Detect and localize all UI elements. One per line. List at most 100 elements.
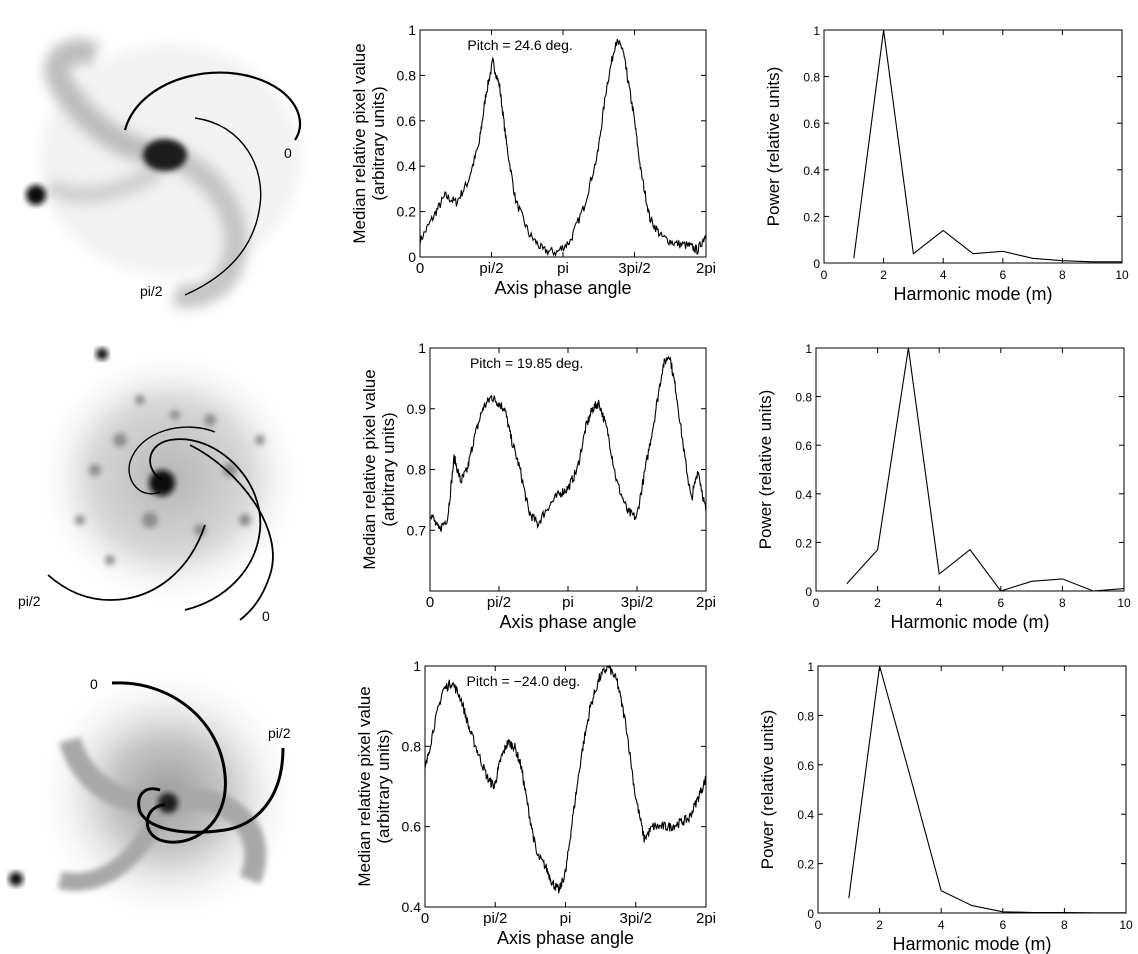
galaxy-2-star xyxy=(96,348,108,360)
galaxy-3-arm-b xyxy=(137,747,285,834)
y-tick-label: 0.8 xyxy=(803,71,820,85)
x-tick-label: 10 xyxy=(1117,596,1131,610)
plot-frame xyxy=(429,347,707,592)
galaxy-image-2: pi/2 0 xyxy=(18,348,305,624)
galaxy-2-bulge xyxy=(149,470,175,496)
x-tick-label: 0 xyxy=(426,594,434,611)
x-tick-label: pi xyxy=(557,260,569,277)
galaxy-2-label-pi-half: pi/2 xyxy=(18,593,41,609)
galaxy-1-star xyxy=(26,185,46,205)
y-tick-label: 0.6 xyxy=(397,113,417,129)
y-tick-label: 0.6 xyxy=(803,117,820,131)
galaxy-3-arms-light xyxy=(57,736,267,891)
galaxy-2-knots xyxy=(75,395,265,565)
y-tick-label: 1 xyxy=(408,22,416,38)
x-tick-label: 2pi xyxy=(696,594,716,611)
x-tick-label: 0 xyxy=(815,918,822,932)
y-tick-label: 0 xyxy=(408,249,416,265)
y-axis-label: (arbitrary units) xyxy=(369,86,388,200)
x-tick-label: 2pi xyxy=(696,910,716,927)
plot-frame xyxy=(817,665,1127,914)
x-tick-label: 2 xyxy=(880,268,887,282)
y-tick-label: 0.6 xyxy=(795,439,812,453)
x-tick-label: pi xyxy=(560,910,572,927)
galaxy-3-star xyxy=(9,872,23,886)
x-tick-label: 0 xyxy=(821,268,828,282)
galaxy-3-label-zero: 0 xyxy=(90,676,98,692)
x-axis-label: Harmonic mode (m) xyxy=(890,612,1049,632)
galaxy-3-bulge xyxy=(158,793,178,813)
plot-frame xyxy=(419,29,707,258)
phase-plot-2: 0 pi/2 pi 3pi/2 2pi 0.7 0.8 0.9 1 Axis phase angl… xyxy=(360,340,716,632)
x-tick-label: 8 xyxy=(1061,918,1068,932)
y-tick-label: 0.2 xyxy=(803,210,820,224)
x-tick-label: 0 xyxy=(416,260,424,277)
galaxy-2-arm-d xyxy=(47,524,206,601)
y-tick-label: 0.2 xyxy=(795,536,812,550)
plot-frame xyxy=(823,29,1123,264)
x-tick-label: 6 xyxy=(999,268,1006,282)
x-tick-label: 8 xyxy=(1059,268,1066,282)
harmonic-plot-2: 0 2 4 6 8 10 0 0.2 0.4 0.6 0.8 1 Harmonic mode (m) Po… xyxy=(756,342,1131,632)
x-tick-label: 3pi/2 xyxy=(618,260,651,277)
y-tick-label: 1 xyxy=(418,340,426,356)
harmonic-plot-3: 0 2 4 6 8 10 0 0.2 0.4 0.6 0.8 1 Harmonic mode (m) Po… xyxy=(758,660,1133,954)
pitch-annotation: Pitch = 24.6 deg. xyxy=(467,37,572,53)
y-tick-label: 0 xyxy=(805,585,812,599)
x-tick-label: pi/2 xyxy=(479,260,503,277)
series-line xyxy=(429,355,707,532)
x-tick-label: 4 xyxy=(938,918,945,932)
y-axis-label: Median relative pixel value xyxy=(355,686,374,886)
x-tick-label: 6 xyxy=(997,596,1004,610)
x-tick-label: 0 xyxy=(813,596,820,610)
y-tick-label: 0.4 xyxy=(803,164,820,178)
galaxy-3-label-pi-half: pi/2 xyxy=(268,725,291,741)
y-tick-label: 0.6 xyxy=(402,819,422,835)
galaxy-2-arm-a xyxy=(149,438,262,611)
galaxy-2-arm-b xyxy=(128,426,216,495)
x-tick-label: 4 xyxy=(940,268,947,282)
harmonic-plot-1: 0 2 4 6 8 10 0 0.2 0.4 0.6 0.8 1 Harmonic mode (m) Po… xyxy=(764,24,1129,304)
series-line xyxy=(424,664,707,894)
x-tick-label: 3pi/2 xyxy=(619,910,652,927)
x-tick-label: 10 xyxy=(1119,918,1133,932)
phase-plot-1: 0 pi/2 pi 3pi/2 2pi 0 0.2 0.4 0.6 0.8 1 Axis phase … xyxy=(350,22,716,298)
x-axis-label: Harmonic mode (m) xyxy=(893,284,1052,304)
x-tick-label: pi/2 xyxy=(487,594,511,611)
x-tick-label: pi/2 xyxy=(483,910,507,927)
y-tick-label: 1 xyxy=(413,658,421,674)
x-axis-label: Axis phase angle xyxy=(497,928,634,948)
series-line xyxy=(419,38,707,258)
y-tick-label: 0.8 xyxy=(797,709,814,723)
y-tick-label: 0.6 xyxy=(797,759,814,773)
y-tick-label: 0.2 xyxy=(397,204,417,220)
pitch-annotation: Pitch = −24.0 deg. xyxy=(467,673,581,689)
series-line xyxy=(853,29,1122,263)
x-tick-label: 2 xyxy=(876,918,883,932)
x-tick-label: 0 xyxy=(421,910,429,927)
y-tick-label: 1 xyxy=(805,342,812,356)
galaxy-image-3: 0 pi/2 xyxy=(9,665,303,925)
y-tick-label: 0.4 xyxy=(397,158,417,174)
y-axis-label: Power (relative units) xyxy=(756,390,775,550)
y-axis-label: Power (relative units) xyxy=(758,710,777,870)
y-tick-label: 0.8 xyxy=(397,67,417,83)
x-tick-label: 4 xyxy=(936,596,943,610)
x-axis-label: Axis phase angle xyxy=(494,278,631,298)
plot-frame xyxy=(815,347,1125,592)
series-line xyxy=(846,347,1125,592)
y-tick-label: 0.2 xyxy=(797,858,814,872)
series-line xyxy=(848,665,1126,914)
x-axis-label: Axis phase angle xyxy=(499,612,636,632)
x-tick-label: 8 xyxy=(1059,596,1066,610)
y-tick-label: 0.8 xyxy=(795,391,812,405)
y-axis-label: (arbitrary units) xyxy=(379,412,398,526)
x-axis-label: Harmonic mode (m) xyxy=(892,934,1051,954)
galaxy-1-label-zero: 0 xyxy=(284,145,292,161)
x-tick-label: 2 xyxy=(874,596,881,610)
y-tick-label: 0 xyxy=(813,257,820,271)
y-tick-label: 0.4 xyxy=(797,808,814,822)
x-tick-label: 6 xyxy=(999,918,1006,932)
y-tick-label: 0 xyxy=(807,907,814,921)
